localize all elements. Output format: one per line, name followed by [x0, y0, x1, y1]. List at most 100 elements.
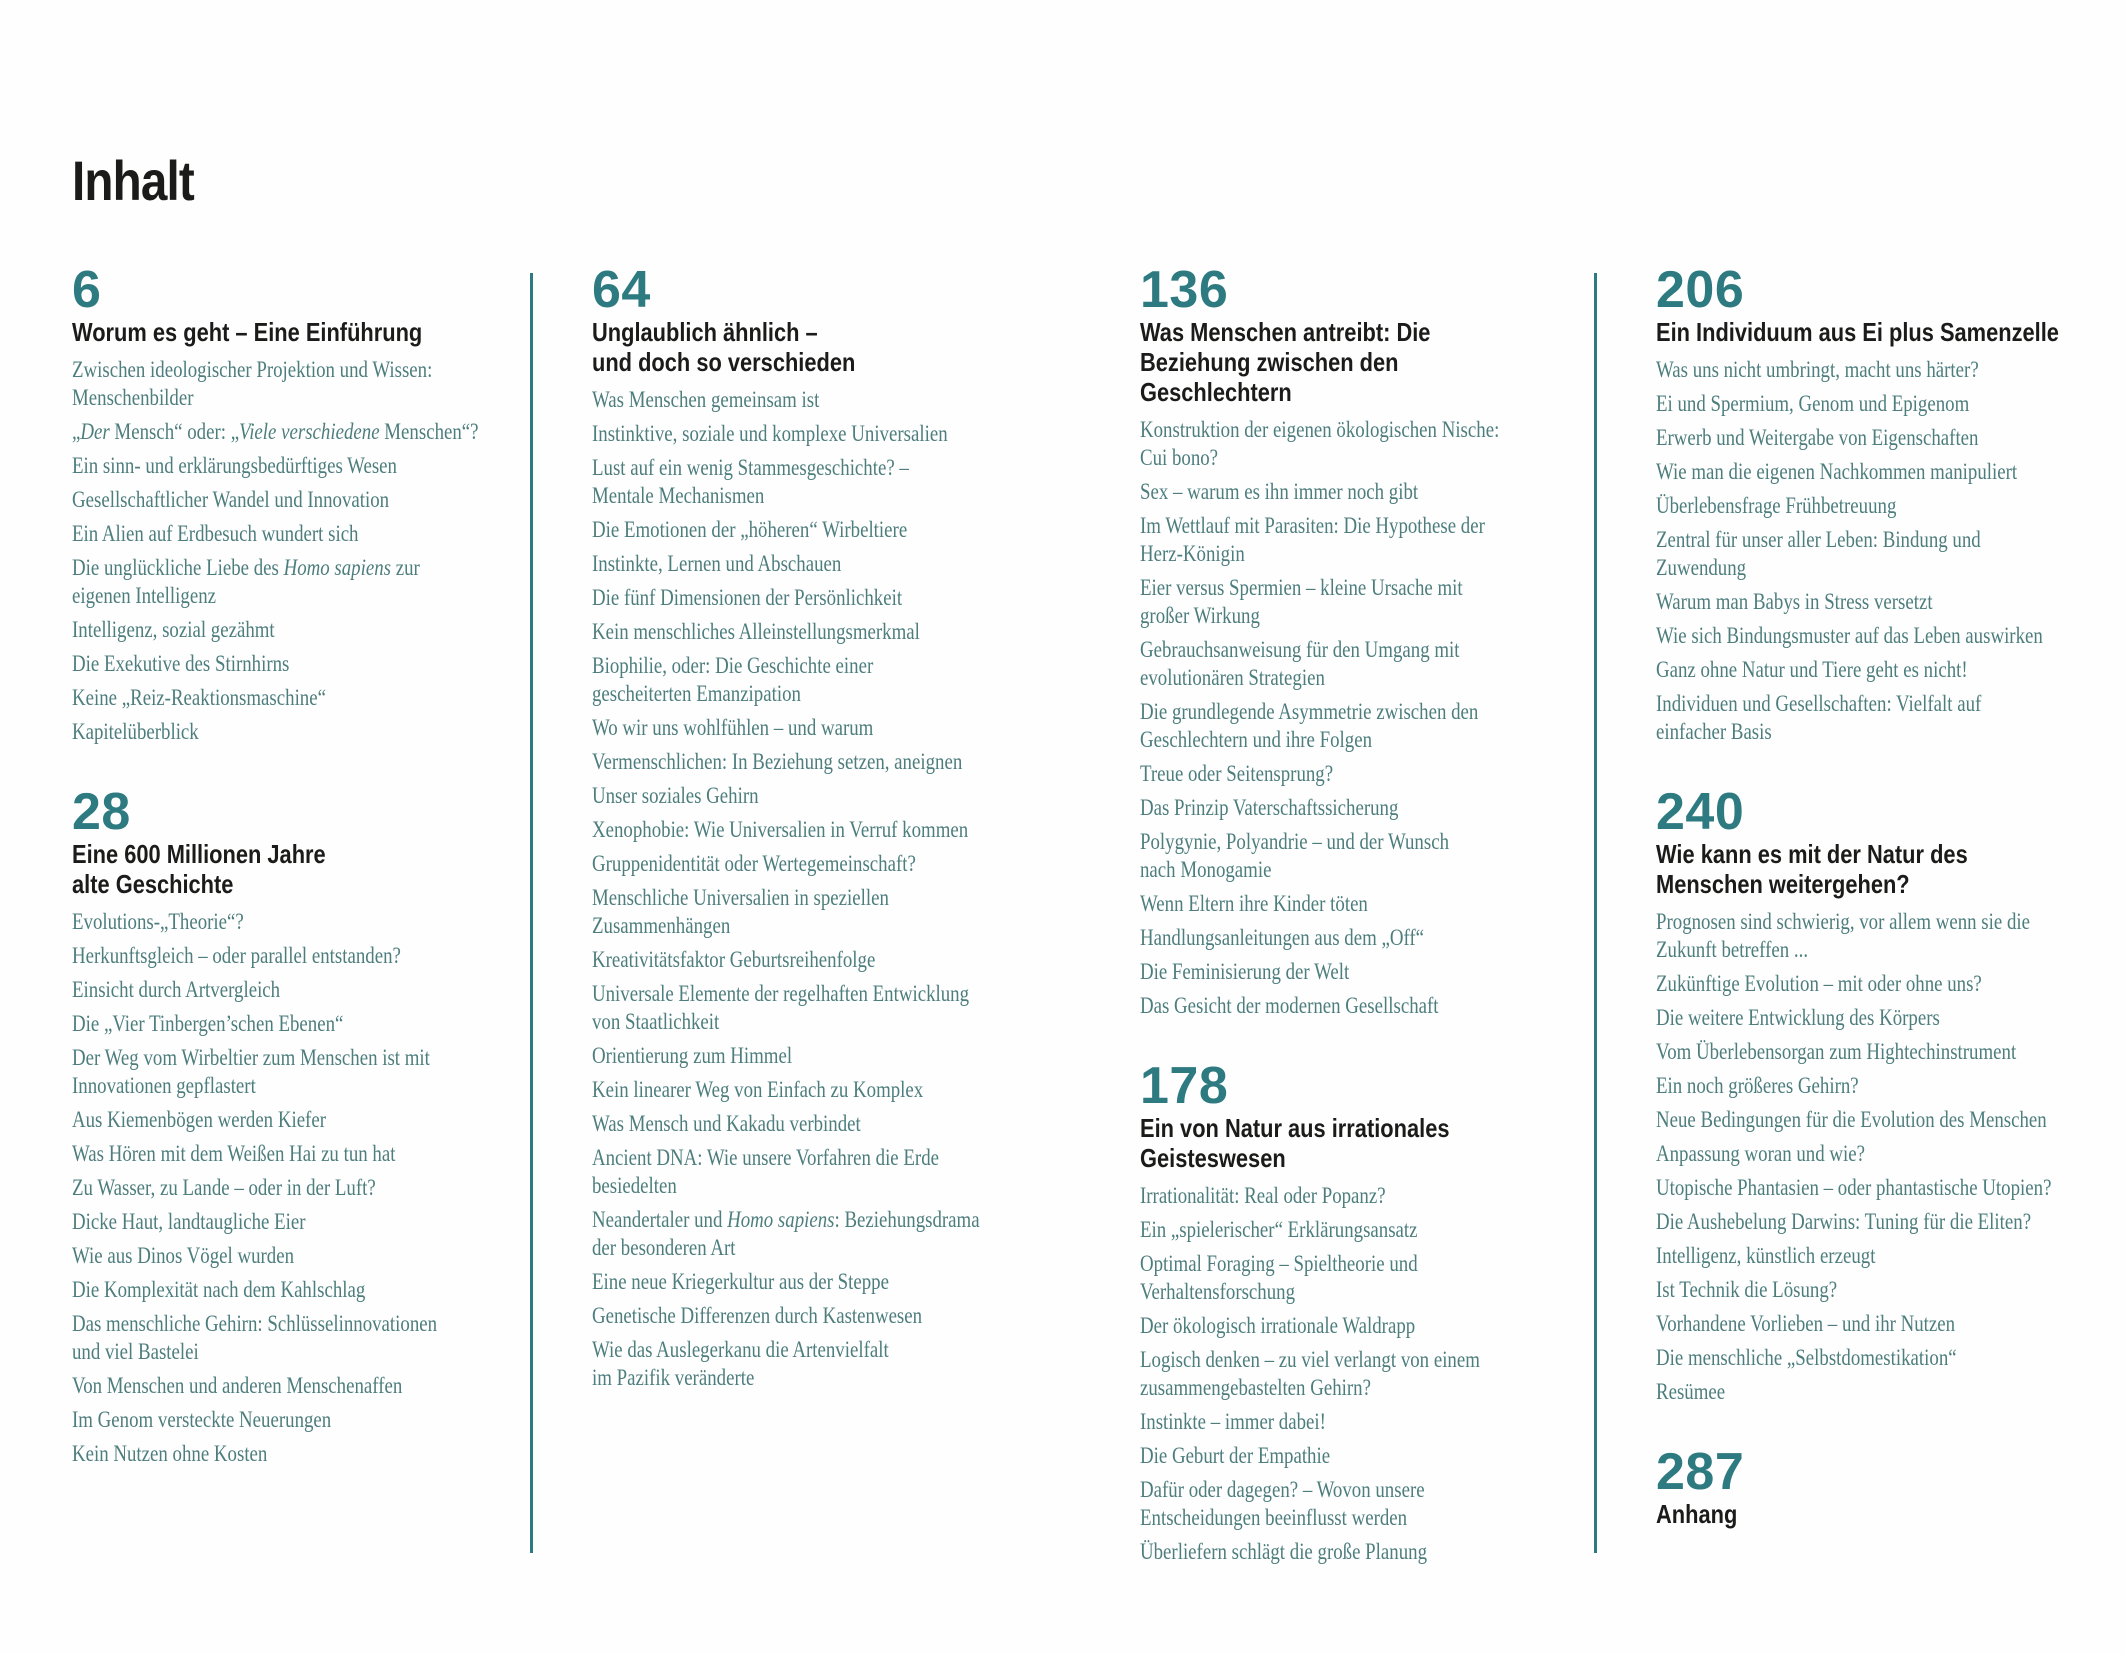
toc-entry: Ein Alien auf Erdbesuch wundert sich [72, 521, 359, 546]
toc-entry: Ganz ohne Natur und Tiere geht es nicht! [1656, 657, 1968, 682]
toc-entry: Ancient DNA: Wie unsere Vorfahren die Er… [592, 1145, 940, 1198]
toc-entry: Ei und Spermium, Genom und Epigenom [1656, 391, 1970, 416]
section-page-number: 6 [72, 261, 102, 319]
toc-entry: Wo wir uns wohlfühlen – und warum [592, 715, 874, 740]
section-page-number: 136 [1140, 261, 1229, 319]
toc-entry: Individuen und Gesellschaften: Vielfalt … [1656, 691, 1982, 744]
toc-entry: Vom Überlebensorgan zum Hightechinstrume… [1656, 1039, 2017, 1064]
toc-entry: Handlungsanleitungen aus dem „Off“ [1140, 925, 1425, 950]
toc-entry: Resümee [1656, 1379, 1726, 1404]
toc-column-2: 64 Unglaublich ähnlich – und doch so versc… [592, 261, 1077, 1398]
toc-entry: Instinkte, Lernen und Abschauen [592, 551, 842, 576]
toc-entry: Im Wettlauf mit Parasiten: Die Hypothese… [1140, 513, 1485, 566]
toc-entry: Wie sich Bindungsmuster auf das Leben au… [1656, 623, 2043, 648]
toc-entry: Warum man Babys in Stress versetzt [1656, 589, 1933, 614]
section-page-number: 64 [592, 261, 651, 319]
toc-entry: Utopische Phantasien – oder phantastisch… [1656, 1175, 2052, 1200]
toc-entry: Intelligenz, künstlich erzeugt [1656, 1243, 1876, 1268]
toc-section-136: 136 Was Menschen antreibt: Die Beziehung z… [1140, 261, 1582, 1020]
toc-column-1: 6 Worum es geht – Eine Einführung Zwischen… [72, 261, 517, 1474]
toc-entry: Anpassung woran und wie? [1656, 1141, 1865, 1166]
toc-entry: Die weitere Entwicklung des Körpers [1656, 1005, 1940, 1030]
toc-entry: Herkunftsgleich – oder parallel entstand… [72, 943, 401, 968]
toc-entry: Das Prinzip Vaterschaftssicherung [1140, 795, 1399, 820]
toc-entry: Intelligenz, sozial gezähmt [72, 617, 275, 642]
toc-entry: Wenn Eltern ihre Kinder töten [1140, 891, 1368, 916]
toc-entry: Prognosen sind schwierig, vor allem wenn… [1656, 909, 2030, 962]
section-entry-list: Konstruktion der eigenen ökologischen Ni… [1140, 416, 1582, 1020]
toc-entry: Genetische Differenzen durch Kastenwesen [592, 1303, 923, 1328]
toc-entry: Gruppenidentität oder Wertegemeinschaft? [592, 851, 916, 876]
toc-entry: Überliefern schlägt die große Planung [1140, 1539, 1427, 1564]
toc-entry: Was Menschen gemeinsam ist [592, 387, 820, 412]
toc-entry: Die „Vier Tinbergen’schen Ebenen“ [72, 1011, 344, 1036]
toc-entry: Logisch denken – zu viel verlangt von ei… [1140, 1347, 1480, 1400]
toc-entry: Zukünftige Evolution – mit oder ohne uns… [1656, 971, 1982, 996]
section-entry-list: Zwischen ideologischer Projektion und Wi… [72, 356, 517, 746]
toc-entry: Die Geburt der Empathie [1140, 1443, 1331, 1468]
toc-section-28: 28 Eine 600 Millionen Jahre alte Geschicht… [72, 783, 517, 1468]
section-page-number: 240 [1656, 783, 1745, 841]
toc-entry: Sex – warum es ihn immer noch gibt [1140, 479, 1419, 504]
toc-entry: Wie man die eigenen Nachkommen manipulie… [1656, 459, 2018, 484]
section-page-number: 28 [72, 783, 131, 841]
toc-entry: Lust auf ein wenig Stammesgeschichte? – M… [592, 455, 909, 508]
toc-entry: Die Emotionen der „höheren“ Wirbeltiere [592, 517, 908, 542]
section-heading: Unglaublich ähnlich – und doch so verschi… [592, 317, 856, 377]
toc-entry: Treue oder Seitensprung? [1140, 761, 1334, 786]
toc-entry: Der Weg vom Wirbeltier zum Menschen ist … [72, 1045, 430, 1098]
toc-entry: Die menschliche „Selbstdomestikation“ [1656, 1345, 1957, 1370]
section-heading: Wie kann es mit der Natur des Menschen we… [1656, 839, 1968, 899]
toc-entry: Keine „Reiz-Reaktionsmaschine“ [72, 685, 326, 710]
toc-entry: Aus Kiemenbögen werden Kiefer [72, 1107, 326, 1132]
toc-entry: Überlebensfrage Frühbetreuung [1656, 493, 1897, 518]
page-title: Inhalt [72, 149, 195, 212]
toc-entry: Zentral für unser aller Leben: Bindung u… [1656, 527, 1981, 580]
toc-section-240: 240 Wie kann es mit der Natur des Menschen… [1656, 783, 2108, 1406]
toc-entry: Gebrauchsanweisung für den Umgang mit evo… [1140, 637, 1460, 690]
toc-entry: Ein noch größeres Gehirn? [1656, 1073, 1859, 1098]
section-heading: Was Menschen antreibt: Die Beziehung zwis… [1140, 317, 1431, 407]
toc-entry: Konstruktion der eigenen ökologischen Ni… [1140, 417, 1500, 470]
toc-entry: Eine neue Kriegerkultur aus der Steppe [592, 1269, 889, 1294]
section-heading: Eine 600 Millionen Jahre alte Geschichte [72, 839, 326, 899]
toc-entry: Die Feminisierung der Welt [1140, 959, 1350, 984]
toc-entry: Ein sinn- und erklärungsbedürftiges Wese… [72, 453, 397, 478]
toc-entry: Kein menschliches Alleinstellungsmerkmal [592, 619, 920, 644]
toc-entry: Instinktive, soziale und komplexe Univer… [592, 421, 948, 446]
toc-entry: Orientierung zum Himmel [592, 1043, 793, 1068]
toc-entry: Wie das Auslegerkanu die Artenvielfalt im… [592, 1337, 889, 1390]
toc-entry: Was uns nicht umbringt, macht uns härter… [1656, 357, 1979, 382]
toc-section-206: 206 Ein Individuum aus Ei plus Samenzelle… [1656, 264, 2108, 746]
section-heading: Worum es geht – Eine Einführung [72, 317, 423, 347]
toc-entry: Universale Elemente der regelhaften Entw… [592, 981, 970, 1034]
toc-entry: Ein „spielerischer“ Erklärungsansatz [1140, 1217, 1418, 1242]
column-divider-left [530, 273, 533, 1553]
toc-entry: Kein Nutzen ohne Kosten [72, 1441, 268, 1466]
toc-section-6: 6 Worum es geht – Eine Einführung Zwischen… [72, 261, 517, 746]
toc-entry: Die Aushebelung Darwins: Tuning für die … [1656, 1209, 2032, 1234]
toc-entry: Menschliche Universalien in speziellen Zu… [592, 885, 889, 938]
toc-entry: Dafür oder dagegen? – Wovon unsere Entsch… [1140, 1477, 1425, 1530]
section-entry-list: Was Menschen gemeinsam ist Instinktive, s… [592, 386, 1077, 1392]
toc-entry: Kein linearer Weg von Einfach zu Komplex [592, 1077, 924, 1102]
toc-entry: Die Komplexität nach dem Kahlschlag [72, 1277, 366, 1302]
toc-entry: Zwischen ideologischer Projektion und Wi… [72, 357, 433, 410]
toc-entry: Das Gesicht der modernen Gesellschaft [1140, 993, 1439, 1018]
section-page-number: 287 [1656, 1443, 1745, 1501]
toc-entry: Vorhandene Vorlieben – und ihr Nutzen [1656, 1311, 1956, 1336]
toc-entry: Biophilie, oder: Die Geschichte einer ges… [592, 653, 874, 706]
toc-entry: Der ökologisch irrationale Waldrapp [1140, 1313, 1416, 1338]
toc-entry: Ist Technik die Lösung? [1656, 1277, 1838, 1302]
toc-entry: Zu Wasser, zu Lande – oder in der Luft? [72, 1175, 376, 1200]
toc-entry: Was Mensch und Kakadu verbindet [592, 1111, 861, 1136]
toc-entry: Gesellschaftlicher Wandel und Innovation [72, 487, 390, 512]
toc-entry: Wie aus Dinos Vögel wurden [72, 1243, 295, 1268]
toc-entry: Neue Bedingungen für die Evolution des M… [1656, 1107, 2047, 1132]
toc-entry: Evolutions-„Theorie“? [72, 909, 244, 934]
toc-entry: Optimal Foraging – Spieltheorie und Verha… [1140, 1251, 1418, 1304]
section-entry-list: Evolutions-„Theorie“? Herkunftsgleich – o… [72, 908, 517, 1468]
toc-entry: Kapitelüberblick [72, 719, 199, 744]
toc-entry: Irrationalität: Real oder Popanz? [1140, 1183, 1386, 1208]
